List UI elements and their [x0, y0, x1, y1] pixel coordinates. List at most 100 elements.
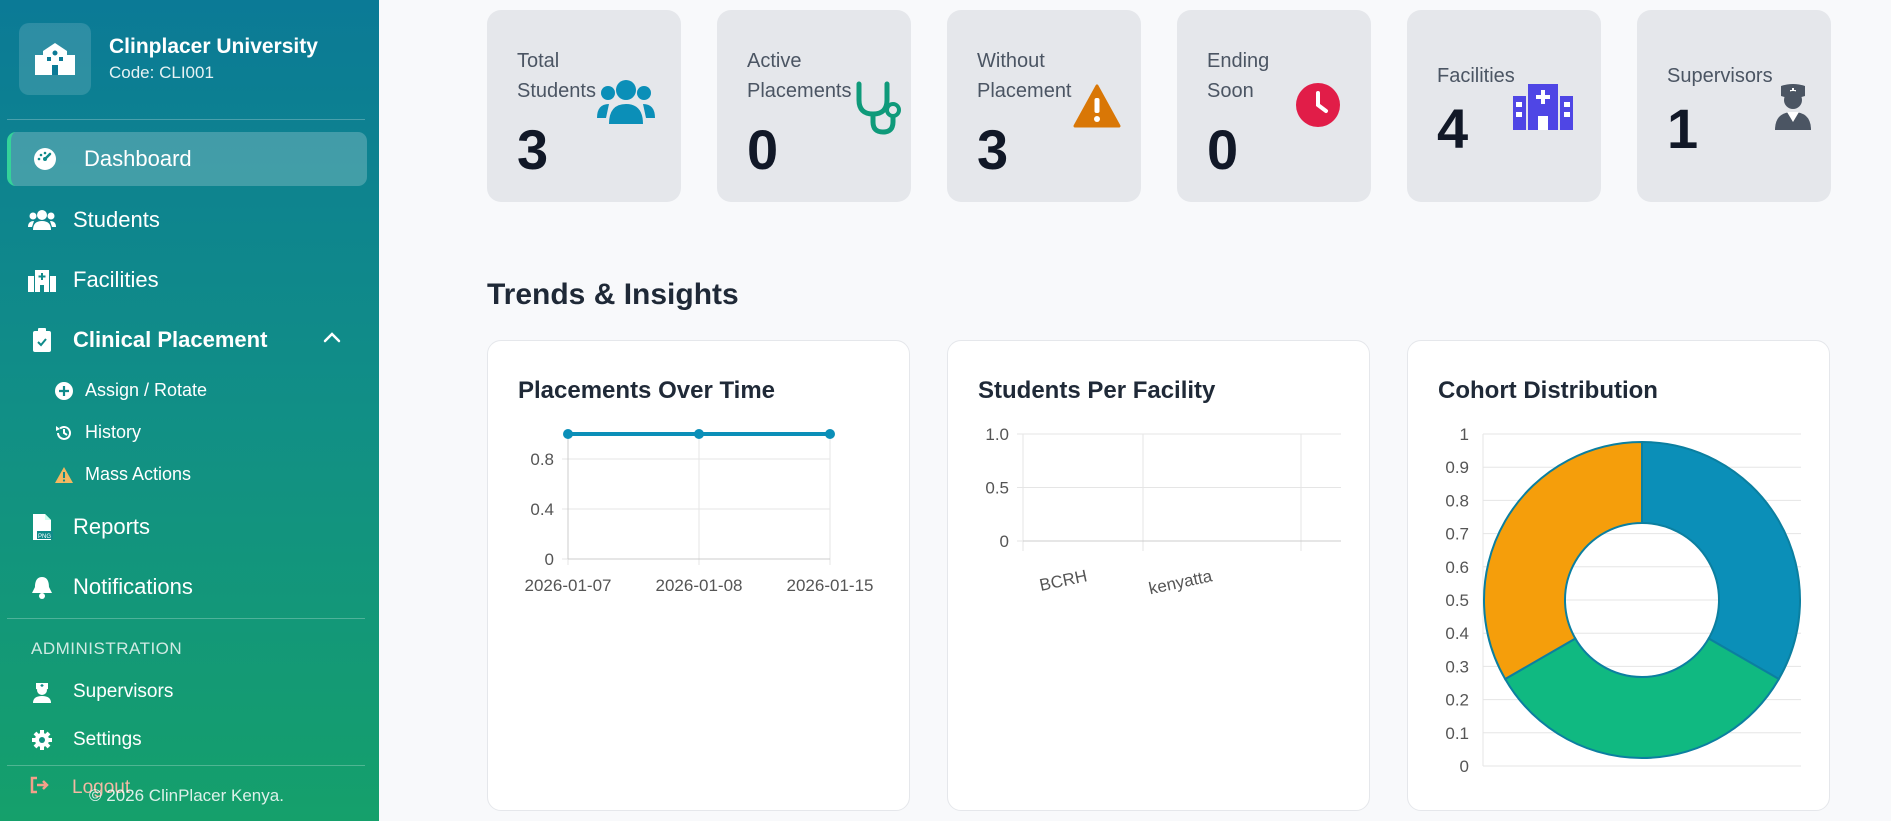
stat-value: 0: [1207, 118, 1239, 181]
nav-notifications-label: Notifications: [73, 574, 193, 599]
users-icon: [28, 206, 56, 234]
nav-reports-label: Reports: [73, 514, 151, 539]
nav-students-label: Students: [73, 207, 160, 232]
chart-card-students-per-facility: Students Per Facility 0 0.5 1.0 BCRH kenyatt…: [947, 340, 1370, 811]
stat-card-total-students[interactable]: Total Students 3: [487, 10, 681, 202]
stat-card-supervisors[interactable]: Supervisors 1: [1637, 10, 1831, 202]
section-title-trends: Trends & Insights: [487, 278, 739, 311]
sub-assign-rotate[interactable]: Assign / Rotate: [54, 380, 207, 401]
history-icon: [54, 423, 74, 443]
nav-facilities-label: Facilities: [73, 267, 159, 292]
brand-code: Code: CLI001: [109, 63, 214, 82]
data-point: [825, 429, 835, 439]
svg-text:PNG: PNG: [38, 534, 51, 540]
gear-icon: [28, 726, 56, 754]
sub-history-label: History: [85, 422, 142, 442]
stat-label: Facilities: [1437, 65, 1515, 87]
stat-label: Active: [747, 50, 802, 72]
user-nurse-icon: [28, 678, 56, 706]
y-tick-label: 0.8: [1445, 491, 1469, 510]
stat-value: 3: [977, 118, 1009, 181]
chevron-up-icon[interactable]: [322, 330, 342, 349]
y-tick-label: 0.2: [1445, 691, 1469, 710]
logout-button[interactable]: Logout: [30, 776, 130, 800]
y-tick-label: 1: [1460, 425, 1469, 444]
stat-value: 4: [1437, 97, 1469, 160]
chart-card-placements-over-time: Placements Over Time 0 0.4 0.8 2026-01-07 20…: [487, 340, 910, 811]
brand-name: Clinplacer University: [109, 35, 318, 58]
x-tick-label: BCRH: [1038, 566, 1089, 595]
stat-card-ending-soon[interactable]: Ending Soon 0: [1177, 10, 1371, 202]
y-tick-label: 0.8: [530, 450, 554, 469]
chart-card-cohort-distribution: Cohort Distribution 0 0.1 0.2 0.3 0.4 0.5 0.6 0…: [1407, 340, 1830, 811]
y-tick-label: 0.5: [1445, 591, 1469, 610]
y-tick-label: 0.6: [1445, 558, 1469, 577]
nav-supervisors-label: Supervisors: [73, 681, 174, 702]
hospital-icon: [28, 266, 56, 294]
y-tick-label: 0: [545, 550, 554, 569]
x-tick-label: 2026-01-08: [656, 576, 743, 595]
hospital-icon: [1513, 82, 1573, 130]
plus-circle-icon: [54, 381, 74, 401]
gauge-icon: [31, 145, 59, 173]
sidebar: Clinplacer University Code: CLI001 Dashb…: [0, 0, 379, 821]
y-tick-label: 0.3: [1445, 657, 1469, 676]
nav-clinical-placement[interactable]: Clinical Placement: [28, 326, 267, 354]
sub-mass-label: Mass Actions: [85, 464, 192, 484]
stat-card-facilities[interactable]: Facilities 4: [1407, 10, 1601, 202]
nav-notifications[interactable]: Notifications: [28, 573, 193, 601]
brand[interactable]: Clinplacer University Code: CLI001: [19, 23, 318, 95]
warning-icon: [54, 465, 74, 485]
y-tick-label: 0.5: [985, 479, 1009, 498]
data-point: [563, 429, 573, 439]
stat-value: 0: [747, 118, 779, 181]
clipboard-icon: [28, 326, 56, 354]
pie-slice: [1503, 637, 1781, 759]
y-tick-label: 0.1: [1445, 724, 1469, 743]
data-point: [694, 429, 704, 439]
bell-icon: [28, 573, 56, 601]
stat-label: Without: [977, 50, 1045, 72]
stat-label: Soon: [1207, 80, 1254, 102]
x-tick-label: kenyatta: [1147, 566, 1214, 598]
nav-settings[interactable]: Settings: [28, 726, 142, 754]
y-tick-label: 0.4: [1445, 624, 1469, 643]
y-tick-label: 1.0: [985, 425, 1009, 444]
y-tick-label: 0.4: [530, 500, 554, 519]
stat-label: Ending: [1207, 50, 1270, 72]
logout-label: Logout: [72, 777, 131, 798]
stat-value: 3: [517, 118, 549, 181]
admin-section-label: ADMINISTRATION: [31, 639, 183, 658]
nav-dashboard[interactable]: Dashboard: [31, 145, 192, 173]
stat-card-without-placement[interactable]: Without Placement 3: [947, 10, 1141, 202]
y-tick-label: 0: [1000, 532, 1009, 551]
stat-label: Placement: [977, 80, 1072, 102]
stat-card-active-placements[interactable]: Active Placements 0: [717, 10, 911, 202]
chart-title: Placements Over Time: [518, 377, 776, 404]
y-tick-label: 0.9: [1445, 458, 1469, 477]
users-icon: [597, 78, 655, 126]
bar-chart: 0 0.5 1.0 BCRH kenyatta: [985, 425, 1341, 598]
nav-students[interactable]: Students: [28, 206, 160, 234]
file-image-icon: PNG: [28, 513, 56, 541]
x-tick-label: 2026-01-07: [525, 576, 612, 595]
line-chart: 0 0.4 0.8 2026-01-07 2026-01-08 2026-01-15: [525, 429, 873, 595]
y-tick-label: 0: [1460, 757, 1469, 776]
nav-supervisors[interactable]: Supervisors: [28, 678, 173, 706]
nav-reports[interactable]: PNG Reports: [28, 513, 150, 541]
doughnut-chart: 0 0.1 0.2 0.3 0.4 0.5 0.6 0.7 0.8 0.9 1: [1445, 425, 1801, 776]
sub-mass-actions[interactable]: Mass Actions: [54, 464, 191, 485]
stat-label: Placements: [747, 80, 852, 102]
stethoscope-icon: [853, 80, 903, 138]
chart-title: Students Per Facility: [978, 377, 1216, 404]
clock-icon: [1295, 82, 1341, 128]
y-tick-label: 0.7: [1445, 525, 1469, 544]
pie-slice: [1483, 440, 1643, 681]
divider: [7, 618, 365, 619]
sub-history[interactable]: History: [54, 422, 141, 443]
nav-facilities[interactable]: Facilities: [28, 266, 159, 294]
logout-icon: [30, 776, 50, 800]
sub-assign-label: Assign / Rotate: [85, 380, 208, 400]
chart-title: Cohort Distribution: [1438, 377, 1658, 404]
pie-slice: [1641, 440, 1801, 681]
